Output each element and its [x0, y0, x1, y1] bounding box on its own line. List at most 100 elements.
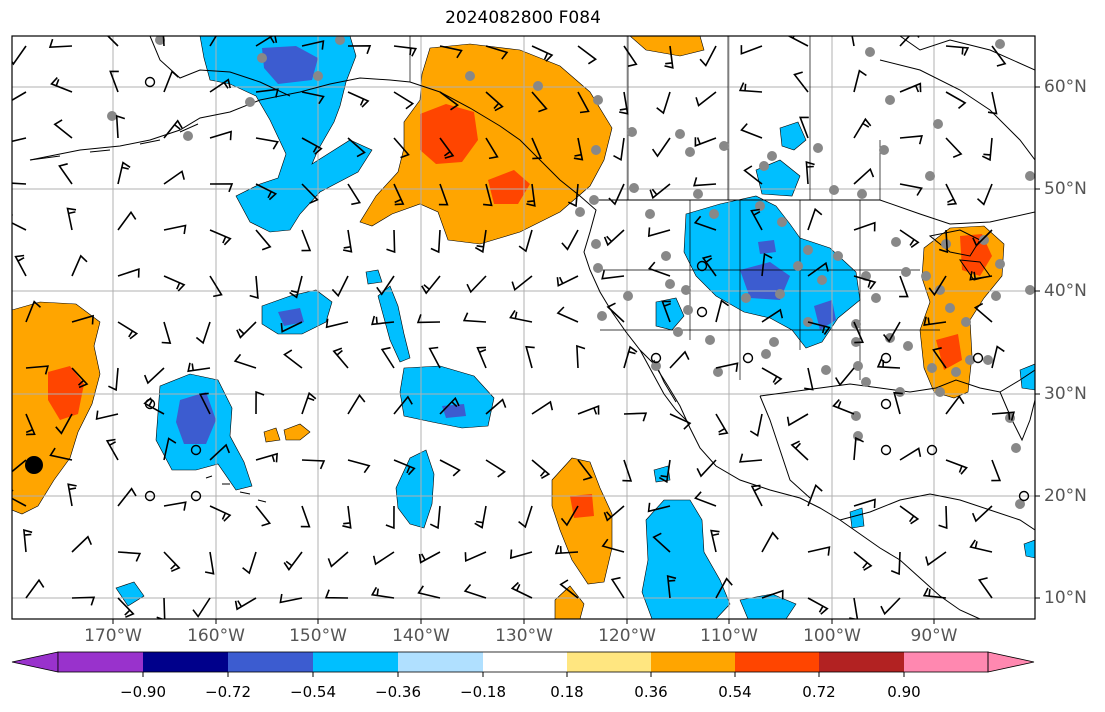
colorbar-label: −0.36	[375, 683, 421, 701]
wind-barb	[163, 70, 179, 93]
wind-barb	[969, 539, 993, 553]
wind-barb	[438, 183, 449, 206]
wind-barb	[804, 367, 814, 391]
small-negative-area	[115, 581, 145, 607]
wind-barb	[300, 505, 311, 528]
wind-barb	[899, 36, 920, 47]
wind-barb	[393, 459, 416, 476]
wind-barb	[483, 183, 493, 207]
wind-barb	[209, 130, 232, 141]
south-positive-area	[554, 585, 585, 619]
wind-barb	[851, 36, 855, 47]
wind-barb	[554, 544, 579, 555]
wind-barb	[973, 302, 993, 323]
wind-barb	[882, 321, 901, 343]
wind-barb	[393, 137, 410, 159]
colorbar-bin	[398, 652, 483, 672]
wind-barb	[255, 36, 278, 47]
wind-barb	[106, 36, 119, 47]
hawaii-west-strong-area	[48, 366, 84, 420]
wind-barb	[715, 299, 729, 323]
small-positive-area	[283, 423, 311, 441]
wind-barb	[923, 316, 947, 327]
canada-province-lines	[409, 36, 881, 200]
wind-barb	[372, 551, 395, 566]
wind-barb	[418, 551, 441, 564]
wind-barb	[462, 312, 487, 323]
wind-barb	[12, 91, 27, 102]
wind-barb	[601, 270, 625, 280]
wind-barb	[393, 395, 413, 415]
wind-barb	[301, 91, 325, 105]
east-strong-area	[936, 334, 962, 370]
graticule	[12, 36, 1035, 619]
wind-barb	[807, 484, 823, 507]
wind-barb	[342, 505, 352, 529]
wind-barb	[603, 229, 625, 247]
wind-barb	[393, 183, 405, 206]
coastlines	[29, 36, 1035, 619]
wind-barb	[658, 459, 671, 484]
wind-barb	[163, 437, 177, 461]
wind-barb	[439, 459, 461, 477]
wind-barb	[971, 505, 993, 523]
wind-barb	[66, 207, 77, 231]
colorbar-label: 0.18	[550, 683, 584, 701]
wind-barb	[143, 397, 165, 415]
small-negative-area	[1019, 363, 1035, 391]
wind-barb	[474, 229, 487, 254]
wind-barb	[750, 208, 763, 231]
wind-barb	[619, 91, 629, 115]
wind-barb	[740, 123, 763, 139]
wind-barb	[509, 309, 533, 323]
wind-barb	[325, 318, 349, 329]
wind-barb	[417, 585, 441, 599]
us-west-strong-area	[758, 240, 776, 254]
colorbar-bin	[313, 652, 398, 672]
wind-barb	[430, 229, 441, 254]
wind-barb	[71, 367, 89, 389]
wind-barb	[656, 91, 671, 115]
wind-barb	[58, 163, 73, 185]
wind-barb	[899, 134, 923, 145]
colorbar-bin	[228, 652, 313, 672]
wind-barb	[577, 459, 593, 481]
wind-barb	[750, 484, 763, 507]
wind-barb	[12, 45, 27, 66]
wind-barb	[161, 321, 172, 344]
wind-barb	[331, 275, 349, 298]
wind-barb	[787, 36, 809, 47]
wind-barb	[255, 452, 278, 463]
wind-barb	[835, 367, 855, 387]
colorbar-bin	[567, 652, 651, 672]
wind-barb	[485, 137, 499, 160]
wind-barb	[233, 353, 257, 369]
colorbar-label: −0.90	[120, 683, 166, 701]
colorbar-bin	[143, 652, 228, 672]
wind-barb	[342, 229, 353, 253]
lon-label: 140°W	[392, 626, 450, 646]
wind-barb	[899, 183, 923, 196]
wind-barb	[109, 70, 119, 93]
wind-barb	[531, 45, 554, 62]
wind-barb	[439, 396, 460, 415]
axis-ticks	[112, 86, 1040, 624]
wind-barb	[799, 116, 809, 139]
wind-barb	[647, 502, 671, 513]
wind-barb	[695, 91, 717, 107]
wind-barb	[790, 440, 809, 461]
wind-barb	[518, 229, 533, 253]
wind-barb	[209, 505, 232, 522]
wind-barb	[853, 69, 867, 93]
wind-barb	[561, 229, 579, 251]
wind-barb	[385, 505, 395, 530]
wind-barb	[380, 346, 395, 369]
aleutian-islands	[29, 123, 199, 161]
west-coast-negative-area	[655, 297, 685, 331]
wind-barb	[393, 91, 415, 110]
lon-label: 100°W	[803, 626, 861, 646]
wind-barb	[347, 91, 370, 108]
wind-barb	[972, 229, 993, 247]
wind-barb	[198, 392, 211, 415]
